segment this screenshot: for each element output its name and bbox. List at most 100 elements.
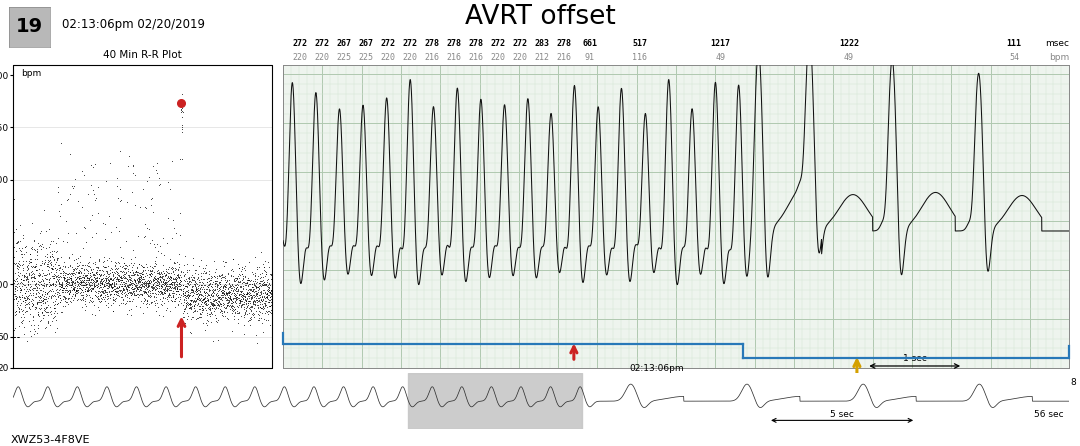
Point xyxy=(229,288,246,295)
Point xyxy=(118,299,135,306)
Point xyxy=(25,286,42,293)
Point xyxy=(147,260,164,267)
Point xyxy=(110,283,127,290)
Point xyxy=(216,262,233,269)
Point xyxy=(256,289,273,297)
Point xyxy=(103,228,120,235)
Point xyxy=(203,292,220,299)
Point xyxy=(45,292,63,299)
Point xyxy=(243,280,260,287)
Point xyxy=(244,292,261,299)
Point xyxy=(194,293,212,300)
Point xyxy=(127,287,145,294)
Point xyxy=(65,296,82,303)
Point xyxy=(24,274,41,281)
Point xyxy=(64,271,81,278)
Point xyxy=(192,297,210,304)
Point xyxy=(141,262,159,269)
Point xyxy=(66,290,83,297)
Point xyxy=(237,294,254,301)
Point xyxy=(66,278,83,285)
Point xyxy=(11,305,28,312)
Point xyxy=(131,277,148,284)
Point xyxy=(14,308,31,315)
Point xyxy=(132,277,149,285)
Point xyxy=(21,295,38,302)
Text: bpm: bpm xyxy=(1049,53,1069,62)
Point xyxy=(14,235,31,242)
Point xyxy=(126,279,144,286)
Point xyxy=(176,291,193,298)
Point xyxy=(214,257,231,264)
Point xyxy=(207,291,225,298)
Point xyxy=(13,250,30,257)
Point xyxy=(151,295,168,302)
Point xyxy=(258,294,275,301)
Point xyxy=(94,295,111,302)
Point xyxy=(173,105,190,112)
Point xyxy=(235,273,253,280)
Point xyxy=(226,294,243,301)
Point xyxy=(163,264,180,272)
Point xyxy=(202,298,219,306)
Point xyxy=(32,262,50,269)
Point xyxy=(66,286,83,293)
Point xyxy=(37,288,54,295)
Point xyxy=(163,279,180,286)
Point xyxy=(9,333,26,340)
Point xyxy=(136,285,153,292)
Point xyxy=(126,254,144,261)
Point xyxy=(243,306,260,313)
Point xyxy=(124,161,141,168)
Point xyxy=(234,295,252,302)
Point xyxy=(166,279,184,286)
Point xyxy=(82,288,99,295)
Point xyxy=(145,284,162,291)
Point xyxy=(264,293,281,301)
Point xyxy=(185,292,202,299)
Point xyxy=(259,308,276,315)
Point xyxy=(232,268,249,275)
Point xyxy=(43,264,60,272)
Point xyxy=(181,299,199,306)
Point xyxy=(112,275,130,282)
Point xyxy=(18,266,36,273)
Point xyxy=(194,296,212,303)
Point xyxy=(127,291,145,298)
Point xyxy=(262,280,280,287)
Point xyxy=(185,274,202,281)
Point xyxy=(164,287,181,294)
Point xyxy=(233,300,251,307)
Point xyxy=(176,292,193,299)
Point xyxy=(44,281,62,289)
Point xyxy=(146,276,163,283)
Point xyxy=(233,264,251,271)
Point xyxy=(19,264,37,272)
Point xyxy=(55,293,72,301)
Point xyxy=(5,333,23,340)
Point xyxy=(100,288,118,295)
Point xyxy=(205,273,222,280)
Point xyxy=(9,301,26,308)
Point xyxy=(144,289,161,296)
Point xyxy=(219,315,237,322)
Point xyxy=(51,276,68,283)
Point xyxy=(122,273,139,281)
Point xyxy=(135,283,152,290)
Point xyxy=(225,287,242,294)
Point xyxy=(82,265,99,273)
Point xyxy=(231,299,248,306)
Point xyxy=(232,302,249,309)
Point xyxy=(231,299,248,306)
Point xyxy=(87,274,105,281)
Point xyxy=(92,275,109,282)
Text: AVRT offset: AVRT offset xyxy=(464,4,616,29)
Point xyxy=(170,281,187,288)
Point xyxy=(55,285,72,292)
Point xyxy=(54,288,71,295)
Point xyxy=(10,262,27,269)
Point xyxy=(76,296,93,303)
Point xyxy=(242,307,259,314)
Point xyxy=(134,266,151,273)
Point xyxy=(41,241,58,248)
